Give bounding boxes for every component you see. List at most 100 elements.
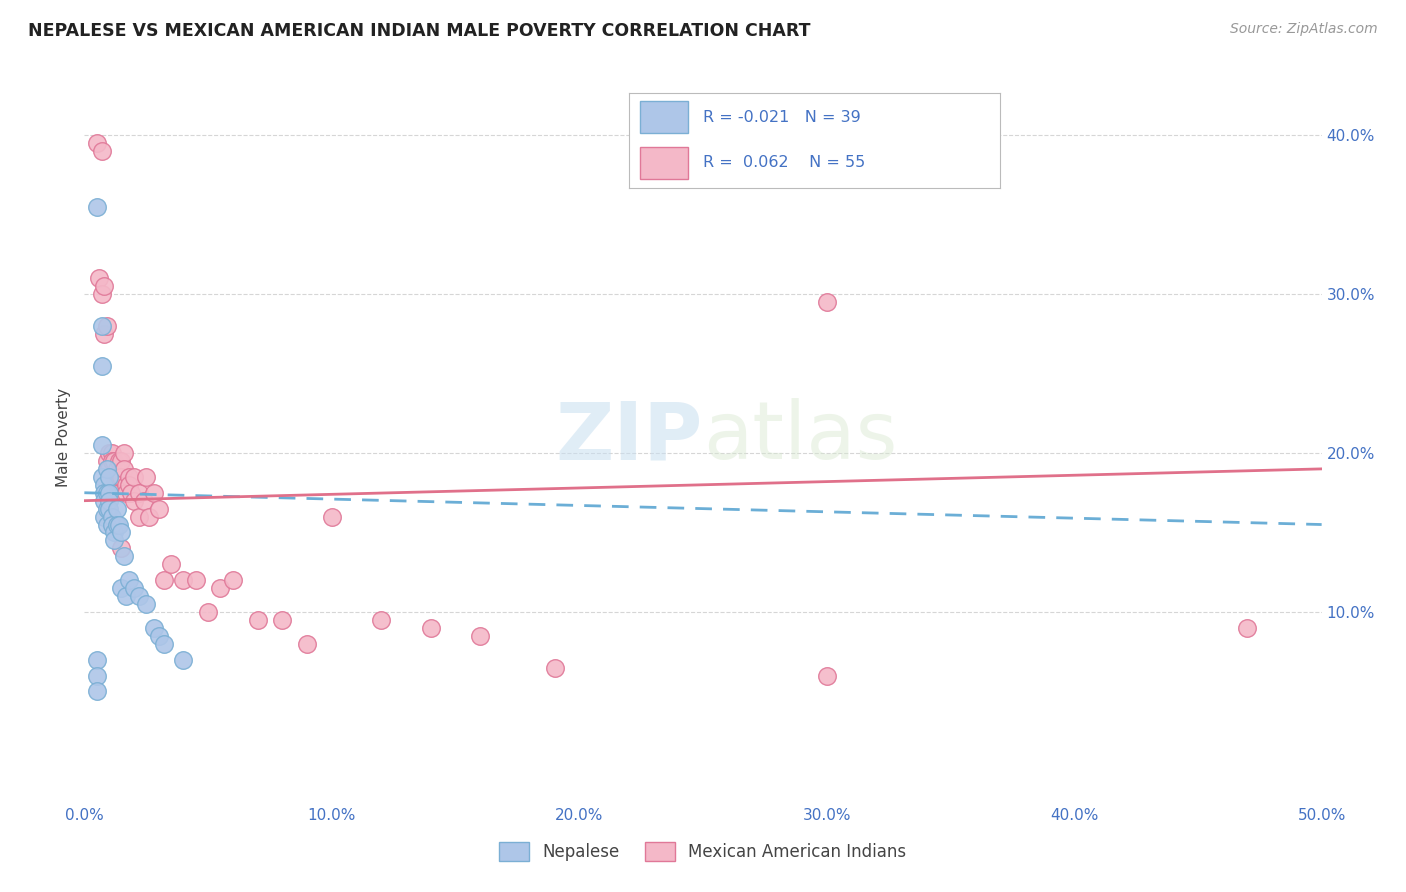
Point [90,470,112,484]
Point [96,454,118,468]
Point [108,454,131,468]
Point [110,525,132,540]
Point [108,470,131,484]
Point [96,485,118,500]
Point [122,581,145,595]
Text: NEPALESE VS MEXICAN AMERICAN INDIAN MALE POVERTY CORRELATION CHART: NEPALESE VS MEXICAN AMERICAN INDIAN MALE… [28,22,811,40]
Point [90,144,112,158]
Point [115,589,138,603]
Point [110,581,132,595]
Point [115,477,138,491]
Point [138,509,160,524]
Point [90,318,112,333]
Point [96,462,118,476]
Point [110,454,132,468]
Y-axis label: Male Poverty: Male Poverty [56,387,72,487]
Point [96,517,118,532]
Point [172,573,194,587]
Point [103,470,125,484]
Point [100,454,122,468]
Point [222,573,245,587]
Point [122,470,145,484]
Point [98,446,121,460]
Point [105,501,128,516]
Point [815,294,838,309]
Point [98,470,121,484]
Point [142,621,165,635]
Point [271,613,294,627]
Point [103,533,125,548]
Point [110,541,132,556]
Point [96,501,118,516]
Point [93,279,115,293]
Point [295,637,318,651]
Point [90,438,112,452]
Point [148,501,170,516]
Point [96,318,118,333]
Point [128,589,150,603]
Point [172,653,194,667]
Point [118,477,141,491]
Point [86,684,108,698]
Point [1236,621,1258,635]
Point [112,462,135,476]
Text: Source: ZipAtlas.com: Source: ZipAtlas.com [1230,22,1378,37]
Point [93,326,115,341]
Point [419,621,441,635]
Point [321,509,343,524]
Point [135,470,157,484]
Point [128,509,150,524]
Point [184,573,207,587]
Point [100,446,122,460]
Point [135,597,157,611]
Point [100,517,122,532]
Point [152,573,174,587]
Point [815,668,838,682]
Point [108,517,131,532]
Point [152,637,174,651]
Point [98,485,121,500]
Legend: Nepalese, Mexican American Indians: Nepalese, Mexican American Indians [494,835,912,868]
Point [93,509,115,524]
Point [209,581,232,595]
Point [128,485,150,500]
Point [100,509,122,524]
Point [110,470,132,484]
Point [93,485,115,500]
Point [112,549,135,564]
Point [115,485,138,500]
Text: atlas: atlas [703,398,897,476]
Point [132,493,155,508]
Point [86,668,108,682]
Point [543,660,565,674]
Point [86,200,108,214]
Point [118,573,141,587]
Point [103,525,125,540]
Point [89,271,111,285]
Point [470,629,492,643]
Text: ZIP: ZIP [555,398,703,476]
Point [105,462,128,476]
Point [122,493,145,508]
Point [93,477,115,491]
Point [90,287,112,301]
Point [86,136,108,150]
Point [98,493,121,508]
Point [120,485,142,500]
Point [160,558,183,572]
Point [103,454,125,468]
Point [90,359,112,373]
Point [93,493,115,508]
Point [105,477,128,491]
Point [197,605,219,619]
Point [118,470,141,484]
Point [112,446,135,460]
Point [370,613,392,627]
Point [148,629,170,643]
Point [98,501,121,516]
Point [246,613,269,627]
Point [142,485,165,500]
Point [98,462,121,476]
Point [105,517,128,532]
Point [86,653,108,667]
